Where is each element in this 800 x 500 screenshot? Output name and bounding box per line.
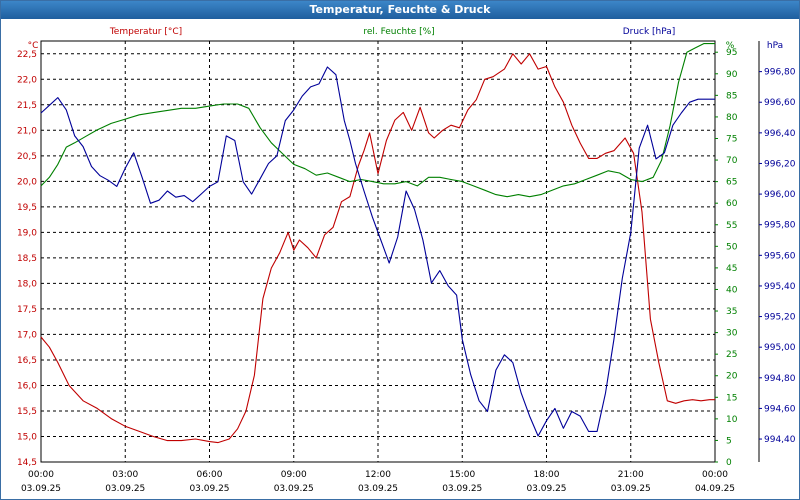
x-tick-time: 00:00 bbox=[28, 470, 54, 480]
temperature-tick-label: 15,0 bbox=[17, 432, 37, 442]
temperature-tick-label: 17,5 bbox=[17, 305, 37, 315]
temperature-tick-label: 21,5 bbox=[17, 101, 37, 111]
temperature-tick-label: 18,5 bbox=[17, 254, 37, 264]
temperature-tick-label: 21,0 bbox=[17, 126, 37, 136]
temperature-tick-label: 17,0 bbox=[17, 330, 37, 340]
x-tick-date: 03.09.25 bbox=[526, 484, 566, 494]
x-tick-time: 18:00 bbox=[534, 470, 560, 480]
temperature-tick-label: 22,5 bbox=[17, 50, 37, 60]
grid-lines bbox=[40, 40, 760, 463]
humidity-tick-label: 85 bbox=[726, 91, 737, 101]
pressure-tick-label: 994,40 bbox=[764, 435, 796, 445]
pressure-unit-label: hPa bbox=[767, 41, 783, 51]
humidity-tick-label: 20 bbox=[726, 372, 738, 382]
humidity-unit-label: % bbox=[726, 41, 735, 51]
humidity-tick-label: 5 bbox=[726, 436, 732, 446]
window-title: Temperatur, Feuchte & Druck bbox=[1, 1, 799, 19]
temperature-tick-label: 19,0 bbox=[17, 228, 37, 238]
x-tick-date: 03.09.25 bbox=[358, 484, 398, 494]
humidity-tick-label: 50 bbox=[726, 242, 738, 252]
x-tick-time: 21:00 bbox=[618, 470, 644, 480]
temperature-tick-label: 20,0 bbox=[17, 177, 37, 187]
x-tick-time: 06:00 bbox=[197, 470, 223, 480]
x-tick-time: 03:00 bbox=[112, 470, 138, 480]
pressure-tick-label: 995,40 bbox=[764, 282, 796, 292]
plot-frame bbox=[40, 40, 716, 463]
pressure-axis: 996,80 996,60 996,40 996,20 996,00 995,80 995,… bbox=[759, 68, 796, 445]
humidity-tick-label: 55 bbox=[726, 221, 737, 231]
series-line-humidity bbox=[40, 43, 715, 198]
temperature-tick-label: 15,5 bbox=[17, 407, 37, 417]
series-layer bbox=[40, 43, 715, 444]
pressure-tick-label: 996,00 bbox=[764, 190, 796, 200]
temperature-tick-label: 16,5 bbox=[17, 356, 37, 366]
temperature-tick-label: 22,0 bbox=[17, 75, 37, 85]
series-line-temperature bbox=[40, 53, 715, 444]
x-tick-date: 04.09.25 bbox=[695, 484, 735, 494]
temperature-axis: 22,5 22,0 21,5 21,0 20,5 20,0 19,5 19,0 18,5 18,0… bbox=[17, 50, 37, 468]
humidity-tick-label: 65 bbox=[726, 178, 737, 188]
pressure-tick-label: 996,80 bbox=[764, 68, 796, 78]
temperature-tick-label: 14,5 bbox=[17, 458, 37, 468]
pressure-tick-label: 994,80 bbox=[764, 374, 796, 384]
x-tick-date: 03.09.25 bbox=[105, 484, 145, 494]
humidity-tick-label: 45 bbox=[726, 264, 737, 274]
humidity-tick-label: 0 bbox=[726, 458, 732, 468]
x-tick-time: 12:00 bbox=[365, 470, 391, 480]
x-tick-date: 03.09.25 bbox=[442, 484, 482, 494]
temperature-tick-label: 16,0 bbox=[17, 381, 37, 391]
humidity-tick-label: 25 bbox=[726, 350, 737, 360]
x-tick-time: 15:00 bbox=[449, 470, 475, 480]
pressure-tick-label: 995,00 bbox=[764, 343, 796, 353]
x-tick-date: 03.09.25 bbox=[611, 484, 651, 494]
humidity-tick-label: 40 bbox=[726, 285, 738, 295]
humidity-tick-label: 10 bbox=[726, 415, 738, 425]
temperature-legend-label: Temperatur [°C] bbox=[109, 27, 182, 37]
x-tick-date: 03.09.25 bbox=[21, 484, 61, 494]
pressure-tick-label: 995,80 bbox=[764, 221, 796, 231]
humidity-tick-label: 35 bbox=[726, 307, 737, 317]
humidity-tick-label: 95 bbox=[726, 48, 737, 58]
pressure-tick-label: 996,40 bbox=[764, 129, 796, 139]
temperature-tick-label: 20,5 bbox=[17, 152, 37, 162]
pressure-tick-label: 994,60 bbox=[764, 404, 796, 414]
pressure-tick-label: 996,20 bbox=[764, 159, 796, 169]
temperature-tick-label: 18,0 bbox=[17, 279, 37, 289]
pressure-tick-label: 995,60 bbox=[764, 251, 796, 261]
x-tick-date: 03.09.25 bbox=[274, 484, 314, 494]
pressure-tick-label: 996,60 bbox=[764, 98, 796, 108]
temperature-tick-label: 19,5 bbox=[17, 203, 37, 213]
humidity-tick-label: 60 bbox=[726, 199, 738, 209]
humidity-tick-label: 70 bbox=[726, 156, 738, 166]
humidity-tick-label: 80 bbox=[726, 113, 738, 123]
x-tick-date: 03.09.25 bbox=[189, 484, 229, 494]
time-axis: 00:00 03.09.25 03:00 03.09.25 06:00 03.09.25 0… bbox=[21, 470, 735, 494]
humidity-tick-label: 15 bbox=[726, 393, 737, 403]
humidity-tick-label: 90 bbox=[726, 70, 738, 80]
series-line-pressure bbox=[40, 66, 715, 437]
line-chart: 22,5 22,0 21,5 21,0 20,5 20,0 19,5 19,0 18,5 18,0… bbox=[17, 27, 796, 494]
pressure-tick-label: 995,20 bbox=[764, 313, 796, 323]
x-tick-time: 09:00 bbox=[281, 470, 307, 480]
x-tick-time: 00:00 bbox=[702, 470, 728, 480]
pressure-legend-label: Druck [hPa] bbox=[623, 27, 676, 37]
humidity-legend-label: rel. Feuchte [%] bbox=[363, 27, 434, 37]
temperature-unit-label: °C bbox=[28, 41, 39, 51]
humidity-tick-label: 30 bbox=[726, 329, 738, 339]
humidity-tick-label: 75 bbox=[726, 134, 737, 144]
